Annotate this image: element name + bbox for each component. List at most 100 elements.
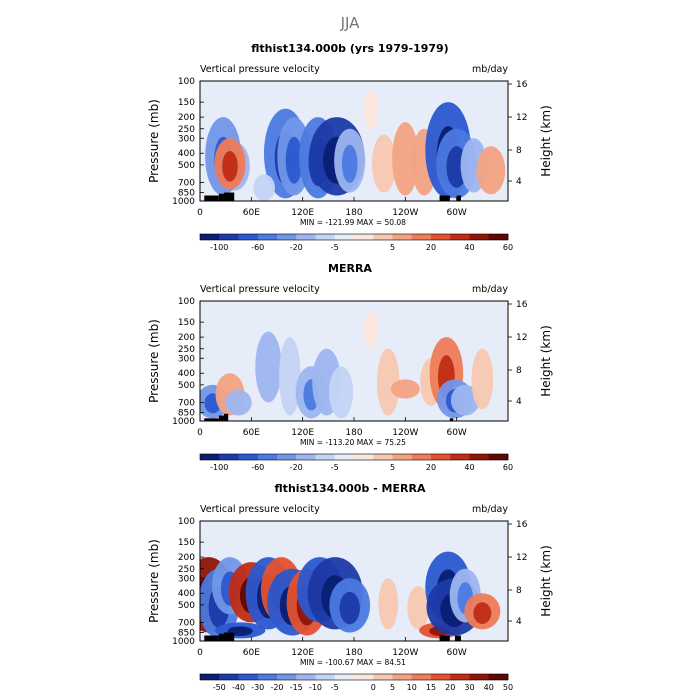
- colorbar-label: -20: [290, 243, 303, 252]
- y-right-tick-label: 4: [516, 177, 522, 187]
- y-right-tick-label: 4: [516, 617, 522, 627]
- colorbar-swatch: [450, 674, 470, 680]
- colorbar-label: -10: [309, 683, 322, 692]
- colorbar-swatch: [354, 454, 374, 460]
- y-right-tick-label: 16: [516, 80, 528, 90]
- y-right-axis-title: Height (km): [539, 545, 553, 616]
- x-tick-label: 180: [345, 648, 362, 658]
- colorbar-swatch: [315, 234, 336, 240]
- colorbar-swatch: [411, 234, 432, 240]
- y-tick-label: 1000: [172, 417, 195, 427]
- colorbar-label: 10: [407, 683, 417, 692]
- y-tick-label: 500: [178, 161, 195, 171]
- field-shading: [200, 551, 501, 641]
- y-tick-label: 150: [178, 98, 195, 108]
- colorbar-swatch: [238, 674, 259, 680]
- min-max-stats: MIN = -113.20 MAX = 75.25: [300, 438, 406, 447]
- colorbar-frame: [199, 673, 509, 681]
- colorbar-label: 15: [426, 683, 436, 692]
- colorbar-swatch: [469, 234, 490, 240]
- y-right-tick-label: 8: [516, 586, 522, 596]
- y-right-tick-label: 12: [516, 553, 527, 563]
- x-tick-label: 0: [197, 208, 203, 218]
- colorbar-label: 20: [426, 243, 436, 252]
- colorbar-swatch: [200, 234, 220, 240]
- colorbar-label: 20: [445, 683, 455, 692]
- x-tick-label: 120E: [291, 208, 314, 218]
- colorbar-swatch: [373, 674, 393, 680]
- field-feature: [279, 337, 301, 416]
- colorbar-label: 0: [371, 683, 376, 692]
- y-tick-label: 500: [178, 601, 195, 611]
- colorbar-swatch: [373, 454, 393, 460]
- field-feature: [329, 366, 354, 419]
- y-tick-label: 1000: [172, 197, 195, 207]
- colorbar-label: 60: [503, 463, 513, 472]
- topography-mask: [218, 193, 224, 201]
- y-tick-label: 850: [178, 409, 195, 419]
- x-tick-label: 0: [197, 648, 203, 658]
- colorbar-swatch: [315, 454, 336, 460]
- colorbar-frame: [199, 453, 509, 461]
- x-tick-label: 120E: [291, 428, 314, 438]
- field-feature-core: [285, 136, 303, 184]
- variable-label: Vertical pressure velocity: [200, 64, 320, 75]
- colorbar-label: 5: [390, 243, 395, 252]
- topography-mask: [223, 632, 235, 641]
- y-right-axis-title: Height (km): [539, 105, 553, 176]
- field-feature: [450, 384, 480, 416]
- colorbar-label: 40: [484, 683, 494, 692]
- topography-mask: [218, 415, 224, 421]
- colorbar-swatch: [469, 674, 490, 680]
- colorbar-swatch: [277, 454, 297, 460]
- panel-title: flthist134.000b - MERRA: [275, 482, 426, 495]
- colorbar-swatch: [277, 234, 297, 240]
- topography-mask: [439, 635, 450, 641]
- y-right-tick-label: 12: [516, 333, 527, 343]
- colorbar-label: 20: [426, 463, 436, 472]
- x-tick-label: 60E: [243, 428, 260, 438]
- colorbar-swatch: [257, 454, 278, 460]
- panel-2: MERRA Vertical pressure velocity mb/day 100…: [147, 262, 553, 472]
- field-shading: [204, 81, 506, 201]
- field-feature: [363, 90, 379, 129]
- colorbar-swatch: [219, 454, 239, 460]
- topography-mask: [218, 633, 224, 641]
- y-right-tick-label: 12: [516, 113, 527, 123]
- units-label: mb/day: [472, 504, 508, 515]
- y-right-tick-label: 4: [516, 397, 522, 407]
- topography-mask: [439, 195, 450, 201]
- y-right-tick-label: 16: [516, 520, 528, 530]
- field-feature: [376, 348, 400, 416]
- field-feature: [255, 331, 282, 403]
- colorbar-swatch: [334, 454, 355, 460]
- colorbar-swatch: [392, 674, 413, 680]
- colorbar-label: 30: [464, 683, 474, 692]
- colorbar-swatch: [296, 674, 316, 680]
- colorbar-label: -60: [251, 243, 264, 252]
- x-tick-label: 60W: [446, 428, 466, 438]
- y-tick-label: 400: [178, 149, 195, 159]
- colorbar-frame: [199, 233, 509, 241]
- colorbar-swatch: [488, 234, 509, 240]
- colorbar-label: 50: [503, 683, 513, 692]
- y-tick-label: 700: [178, 178, 195, 188]
- y-axis-title: Pressure (mb): [147, 539, 161, 623]
- colorbar-swatch: [257, 674, 278, 680]
- field-feature: [225, 389, 252, 416]
- colorbar-swatch: [488, 674, 509, 680]
- colorbar-label: -5: [331, 463, 339, 472]
- topography-mask: [449, 418, 454, 421]
- y-tick-label: 150: [178, 318, 195, 328]
- colorbar-label: -5: [331, 683, 339, 692]
- field-feature-core: [473, 602, 492, 624]
- topography-mask: [204, 635, 219, 641]
- x-tick-label: 120W: [392, 648, 418, 658]
- y-tick-label: 700: [178, 398, 195, 408]
- field-feature: [476, 146, 506, 195]
- colorbar-label: 5: [390, 463, 395, 472]
- field-feature: [407, 586, 429, 630]
- colorbar-swatch: [354, 234, 374, 240]
- colorbar-swatch: [238, 454, 259, 460]
